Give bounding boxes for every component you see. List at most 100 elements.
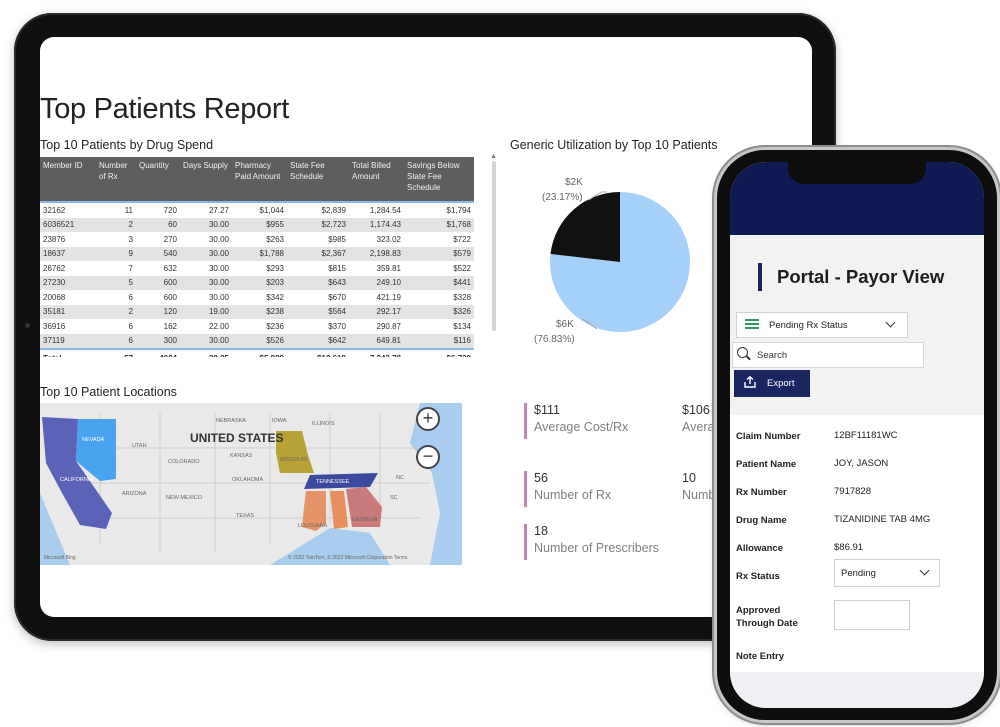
drug-spend-table: Member ID Number of Rx Quantity Days Sup… <box>40 157 474 357</box>
note-entry-label: Note Entry <box>736 651 785 662</box>
approved-through-date-input[interactable] <box>834 600 910 630</box>
note-entry-area[interactable] <box>730 672 984 708</box>
table-row[interactable]: 27230 5 600 30.00 $203 $643 249.10 $441 <box>40 275 474 290</box>
column-header[interactable]: Total Billed Amount <box>349 157 404 203</box>
column-header[interactable]: Member ID <box>40 157 96 203</box>
table-cell: $238 <box>232 304 287 319</box>
rx-status-select[interactable]: Pending <box>834 559 940 587</box>
table-cell: 2,198.83 <box>349 246 404 261</box>
table-cell: 7 <box>128 263 133 273</box>
chevron-down-icon <box>919 565 930 576</box>
table-cell: 323.02 <box>376 234 401 244</box>
map-credit-logo: Microsoft Bing <box>44 555 76 561</box>
table-cell: 540 <box>136 246 180 261</box>
table-cell: 19.00 <box>180 304 232 319</box>
table-row[interactable]: 18637 9 540 30.00 $1,788 $2,367 2,198.83 $579 <box>40 246 474 261</box>
patient-name-label: Patient Name <box>736 459 797 470</box>
patient-locations-map[interactable]: UNITED STATES NEBRASKA IOWA ILLINOIS MIS… <box>40 403 462 565</box>
table-row[interactable]: 23876 3 270 30.00 $263 $985 323.02 $722 <box>40 232 474 247</box>
drug-name-value: TIZANIDINE TAB 4MG <box>834 514 931 525</box>
table-cell: 6 <box>128 321 133 331</box>
scroll-up-icon[interactable]: ▲ <box>490 153 497 160</box>
nevada-region[interactable] <box>76 419 116 481</box>
pacific-ocean <box>40 403 70 565</box>
louisiana-region[interactable] <box>302 491 326 531</box>
claim-number-label: Claim Number <box>736 431 801 442</box>
table-cell: $643 <box>287 275 349 290</box>
column-header[interactable]: State Fee Schedule <box>287 157 349 203</box>
column-header-sorted[interactable]: Savings Below State Fee Schedule <box>404 157 474 203</box>
table-cell: $955 <box>232 217 287 232</box>
tablet-camera <box>25 323 30 328</box>
kpi-label: Number of Prescribers <box>534 541 660 555</box>
map-state-label: COLORADO <box>168 459 200 465</box>
pie-label-pct: (76.83%) <box>534 334 575 345</box>
alabama-region[interactable] <box>330 491 348 529</box>
georgia-region[interactable] <box>346 487 382 527</box>
column-header[interactable]: Number of Rx <box>96 157 136 203</box>
column-header[interactable]: Quantity <box>136 157 180 203</box>
table-cell: $522 <box>453 263 471 273</box>
table-cell: 30.00 <box>180 275 232 290</box>
zoom-out-button[interactable]: − <box>416 445 440 469</box>
table-title: Top 10 Patients by Drug Spend <box>40 138 214 152</box>
table-cell: 290.87 <box>376 321 401 331</box>
table-cell: 720 <box>163 205 177 215</box>
table-cell: 249.10 <box>349 275 404 290</box>
column-header[interactable]: Pharmacy Paid Amount <box>232 157 287 203</box>
table-cell: 6036521 <box>40 217 96 232</box>
california-region[interactable] <box>42 417 112 529</box>
missouri-region[interactable] <box>276 431 314 473</box>
report-title: Top Patients Report <box>40 93 289 125</box>
tennessee-region[interactable] <box>304 473 378 489</box>
table-row[interactable]: 36916 6 162 22.00 $236 $370 290.87 $134 <box>40 319 474 334</box>
map-state-label: KANSAS <box>230 453 253 459</box>
total-cell: 4004 <box>136 348 180 357</box>
map-title: Top 10 Patient Locations <box>40 385 177 399</box>
table-cell: 18637 <box>40 246 96 261</box>
rx-number-value: 7917828 <box>834 486 871 497</box>
table-row[interactable]: 35181 2 120 19.00 $238 $564 292.17 $326 <box>40 304 474 319</box>
kpi-label: Number of Rx <box>534 488 612 502</box>
kpi-value: 10 <box>682 471 696 485</box>
total-cell: 28.25 <box>180 348 232 357</box>
map-state-label: TENNESSEE <box>316 479 350 485</box>
kpi-label: Avera <box>682 420 715 434</box>
table-row[interactable]: 26762 7 632 30.00 $293 $815 359.81 $522 <box>40 261 474 276</box>
title-accent-bar <box>758 263 762 291</box>
generic-utilization-pie[interactable] <box>545 187 695 337</box>
export-button[interactable]: Export <box>734 370 810 397</box>
table-row[interactable]: 20068 6 600 30.00 $342 $670 421.19 $328 <box>40 290 474 305</box>
rx-status-filter-dropdown[interactable]: Pending Rx Status <box>736 312 908 338</box>
search-input[interactable]: Search <box>732 342 924 368</box>
kpi-value: 56 <box>534 471 548 485</box>
phone-notch <box>788 162 926 184</box>
total-cell: $5,889 <box>232 348 287 357</box>
table-row[interactable]: 32162 11 720 27.27 $1,044 $2,839 1,284.54 $1,79… <box>40 202 474 218</box>
table-scrollbar[interactable] <box>492 161 496 331</box>
kpi-average-truncated: $106 Avera <box>675 403 714 439</box>
map-state-label: ILLINOIS <box>312 421 335 427</box>
total-cell: 57 <box>96 348 136 357</box>
table-row[interactable]: 6036521 2 60 30.00 $955 $2,723 1,174.43 $1,768 <box>40 217 474 232</box>
table-cell: $203 <box>232 275 287 290</box>
pie-slice[interactable] <box>550 192 620 262</box>
pie-title: Generic Utilization by Top 10 Patients <box>510 138 718 152</box>
table-cell: 22.00 <box>208 321 229 331</box>
drug-spend-table-container: Member ID Number of Rx Quantity Days Sup… <box>40 157 474 357</box>
table-cell: 36916 <box>43 321 66 331</box>
map-state-label: CALIFORNIA <box>60 477 94 483</box>
table-cell: 11 <box>124 205 133 215</box>
atlantic-ocean <box>410 403 462 565</box>
table-cell: 35181 <box>40 304 96 319</box>
chevron-down-icon <box>885 317 896 328</box>
table-row[interactable]: 37119 6 300 30.00 $526 $642 649.81 $116 <box>40 333 474 349</box>
zoom-in-button[interactable]: + <box>416 407 440 431</box>
map-state-label: SC <box>390 495 398 501</box>
column-header[interactable]: Days Supply <box>180 157 232 203</box>
map-state-label: ARIZONA <box>122 491 147 497</box>
table-cell: 30.00 <box>208 292 229 302</box>
total-cell: Total <box>40 348 96 357</box>
table-cell: 6 <box>128 292 133 302</box>
pie-leader-line <box>582 318 598 330</box>
